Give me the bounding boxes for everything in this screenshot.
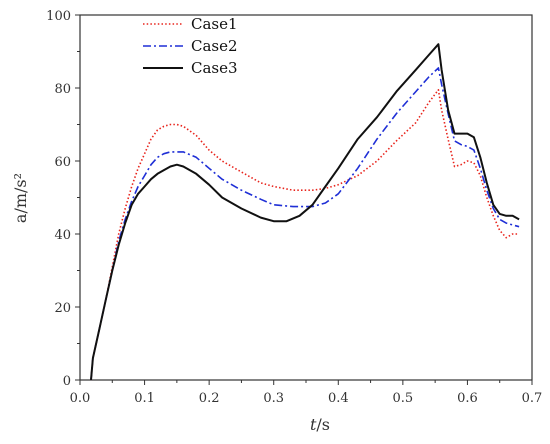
y-tick-label: 40: [54, 228, 71, 243]
series-line-case1: [90, 89, 520, 381]
series-lines: [90, 43, 520, 381]
series-line-case3: [90, 43, 520, 381]
x-tick-label: 0.2: [199, 391, 220, 406]
y-tick-label: 20: [54, 301, 71, 316]
x-tick-label: 0.0: [70, 391, 91, 406]
axes: 0.0 0.1 0.2 0.3 0.4 0.5 0.6 0.7 0 20 40 60 80 100: [46, 9, 542, 406]
x-axis-title: t/s: [310, 415, 330, 434]
x-axis-title-var: t: [310, 415, 317, 434]
x-tick-label: 0.3: [263, 391, 284, 406]
plot-frame: [79, 14, 533, 381]
y-axis-title: a/m/s²: [11, 173, 30, 223]
y-tick-label: 0: [63, 374, 71, 389]
x-tick-label: 0.5: [393, 391, 414, 406]
x-tick-label: 0.7: [522, 391, 543, 406]
x-axis-title-unit: /s: [316, 415, 330, 434]
y-tick-label: 100: [46, 9, 71, 24]
legend: Case1 Case2 Case3: [143, 15, 238, 77]
x-tick-label: 0.1: [134, 391, 155, 406]
x-tick-label: 0.6: [457, 391, 478, 406]
legend-label-case1: Case1: [191, 15, 238, 33]
series-line-case2: [90, 67, 520, 381]
legend-label-case2: Case2: [191, 37, 238, 55]
y-tick-label: 80: [54, 82, 71, 97]
y-tick-label: 60: [54, 155, 71, 170]
legend-label-case3: Case3: [191, 59, 238, 77]
x-tick-label: 0.4: [328, 391, 349, 406]
